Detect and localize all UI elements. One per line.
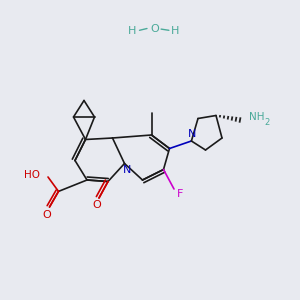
Text: O: O	[43, 209, 52, 220]
Text: NH: NH	[249, 112, 265, 122]
Text: N: N	[188, 129, 196, 140]
Text: O: O	[150, 23, 159, 34]
Text: HO: HO	[23, 170, 40, 181]
Text: H: H	[128, 26, 136, 37]
Text: H: H	[171, 26, 180, 37]
Text: N: N	[123, 165, 132, 175]
Text: O: O	[92, 200, 101, 211]
Text: 2: 2	[264, 118, 269, 127]
Text: F: F	[177, 189, 183, 200]
